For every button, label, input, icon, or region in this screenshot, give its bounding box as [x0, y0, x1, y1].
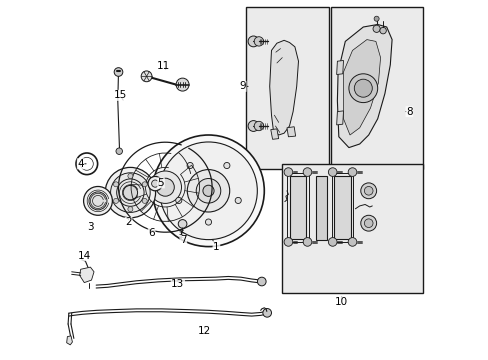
Circle shape: [116, 148, 122, 154]
Circle shape: [247, 121, 258, 131]
Circle shape: [142, 182, 147, 187]
Circle shape: [187, 170, 229, 212]
Circle shape: [205, 219, 211, 225]
Circle shape: [203, 185, 214, 197]
Circle shape: [360, 215, 376, 231]
Text: 10: 10: [334, 297, 347, 307]
Text: 11: 11: [157, 60, 170, 71]
Circle shape: [348, 74, 377, 103]
Circle shape: [187, 162, 193, 168]
Circle shape: [347, 238, 356, 246]
Circle shape: [354, 79, 371, 97]
Text: 4: 4: [77, 159, 84, 169]
Circle shape: [284, 238, 292, 246]
Circle shape: [113, 198, 118, 203]
Polygon shape: [80, 267, 94, 283]
Polygon shape: [337, 24, 391, 148]
Circle shape: [89, 192, 107, 210]
Circle shape: [303, 238, 311, 246]
Circle shape: [303, 168, 311, 176]
Circle shape: [175, 197, 182, 203]
Polygon shape: [343, 40, 380, 135]
Text: 1: 1: [213, 242, 219, 252]
Text: 14: 14: [78, 251, 91, 261]
Circle shape: [196, 179, 220, 203]
Circle shape: [284, 168, 292, 176]
Circle shape: [235, 197, 241, 203]
Circle shape: [257, 277, 265, 286]
Polygon shape: [333, 176, 350, 239]
Text: 8: 8: [405, 107, 412, 117]
Polygon shape: [66, 336, 72, 345]
Circle shape: [160, 142, 257, 240]
Circle shape: [156, 178, 174, 196]
Circle shape: [178, 220, 186, 228]
Circle shape: [127, 174, 133, 179]
Circle shape: [110, 173, 150, 212]
Circle shape: [151, 180, 159, 187]
Text: 2: 2: [125, 217, 132, 228]
Text: 12: 12: [198, 326, 211, 336]
Text: 3: 3: [87, 222, 94, 232]
Circle shape: [113, 182, 118, 187]
Circle shape: [123, 185, 137, 200]
Bar: [330, 7, 422, 169]
Circle shape: [254, 121, 263, 131]
Circle shape: [263, 309, 271, 317]
Circle shape: [379, 27, 386, 34]
Text: 13: 13: [171, 279, 184, 289]
Circle shape: [83, 186, 112, 215]
Circle shape: [328, 238, 336, 246]
Text: 15: 15: [113, 90, 127, 100]
Circle shape: [328, 168, 336, 176]
Bar: [282, 164, 422, 293]
Polygon shape: [336, 60, 343, 75]
Circle shape: [114, 68, 122, 76]
Circle shape: [148, 176, 162, 191]
Circle shape: [364, 186, 372, 195]
Circle shape: [254, 37, 263, 46]
Circle shape: [152, 135, 264, 247]
Polygon shape: [269, 40, 298, 135]
Circle shape: [176, 78, 189, 91]
Circle shape: [364, 219, 372, 228]
Circle shape: [141, 71, 152, 82]
Polygon shape: [336, 111, 343, 125]
Polygon shape: [289, 176, 306, 239]
Circle shape: [149, 171, 181, 203]
Text: 5: 5: [157, 178, 164, 188]
Text: 6: 6: [148, 228, 155, 238]
Circle shape: [105, 167, 155, 218]
Polygon shape: [270, 129, 278, 139]
Circle shape: [142, 198, 147, 203]
Circle shape: [127, 207, 133, 212]
Text: 9: 9: [239, 81, 245, 91]
Polygon shape: [286, 127, 295, 137]
Circle shape: [372, 25, 380, 32]
Text: 7: 7: [180, 235, 186, 246]
Circle shape: [347, 168, 356, 176]
Polygon shape: [316, 176, 326, 240]
Circle shape: [247, 36, 258, 47]
Circle shape: [373, 16, 378, 21]
Circle shape: [360, 183, 376, 199]
Circle shape: [224, 162, 229, 168]
Bar: [246, 7, 328, 169]
